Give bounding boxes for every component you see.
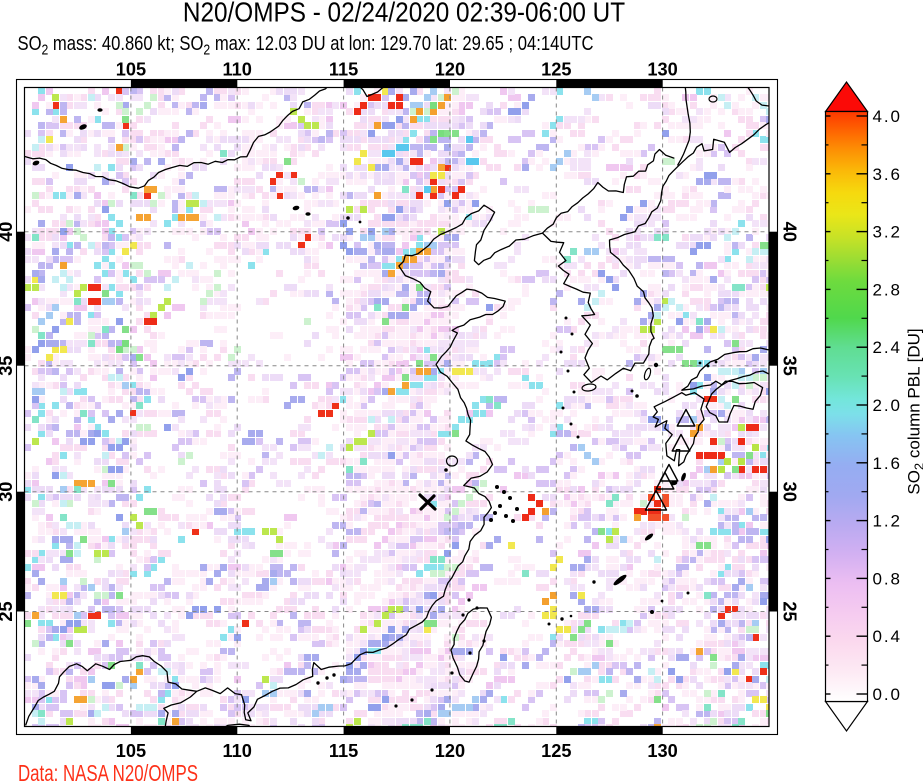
svg-text:2.4: 2.4 [873, 338, 902, 357]
svg-text:0.0: 0.0 [873, 685, 902, 704]
svg-text:N20/OMPS - 02/24/2020 02:39-06: N20/OMPS - 02/24/2020 02:39-06:00 UT [183, 0, 625, 28]
svg-text:105: 105 [116, 741, 146, 761]
svg-text:110: 110 [223, 60, 252, 80]
svg-text:130: 130 [647, 741, 677, 761]
svg-text:125: 125 [541, 60, 571, 80]
svg-text:35: 35 [780, 356, 800, 376]
svg-text:115: 115 [329, 60, 358, 80]
svg-text:25: 25 [0, 601, 16, 621]
svg-text:4.0: 4.0 [873, 107, 902, 126]
svg-text:115: 115 [329, 741, 358, 761]
svg-text:40: 40 [780, 222, 800, 242]
svg-text:25: 25 [780, 601, 800, 621]
svg-text:0.8: 0.8 [873, 569, 902, 588]
svg-text:130: 130 [647, 60, 677, 80]
svg-text:2.0: 2.0 [873, 396, 902, 415]
svg-text:SO2 mass: 40.860 kt; SO2 max:: SO2 mass: 40.860 kt; SO2 max: 12.03 DU a… [18, 31, 594, 57]
svg-text:110: 110 [223, 741, 252, 761]
svg-text:125: 125 [541, 741, 571, 761]
svg-text:3.2: 3.2 [873, 223, 902, 242]
svg-text:35: 35 [0, 356, 16, 376]
svg-text:SO2 column PBL [DU]: SO2 column PBL [DU] [905, 328, 923, 494]
svg-text:2.8: 2.8 [873, 280, 902, 299]
svg-text:120: 120 [435, 60, 465, 80]
svg-text:105: 105 [116, 60, 146, 80]
svg-text:40: 40 [0, 222, 16, 242]
svg-text:Data: NASA N20/OMPS: Data: NASA N20/OMPS [18, 762, 198, 783]
svg-text:120: 120 [435, 741, 465, 761]
svg-text:1.2: 1.2 [873, 512, 902, 531]
svg-text:3.6: 3.6 [873, 165, 902, 184]
svg-text:0.4: 0.4 [873, 627, 902, 646]
svg-text:30: 30 [0, 482, 16, 502]
svg-text:30: 30 [780, 482, 800, 502]
svg-text:1.6: 1.6 [873, 454, 902, 473]
